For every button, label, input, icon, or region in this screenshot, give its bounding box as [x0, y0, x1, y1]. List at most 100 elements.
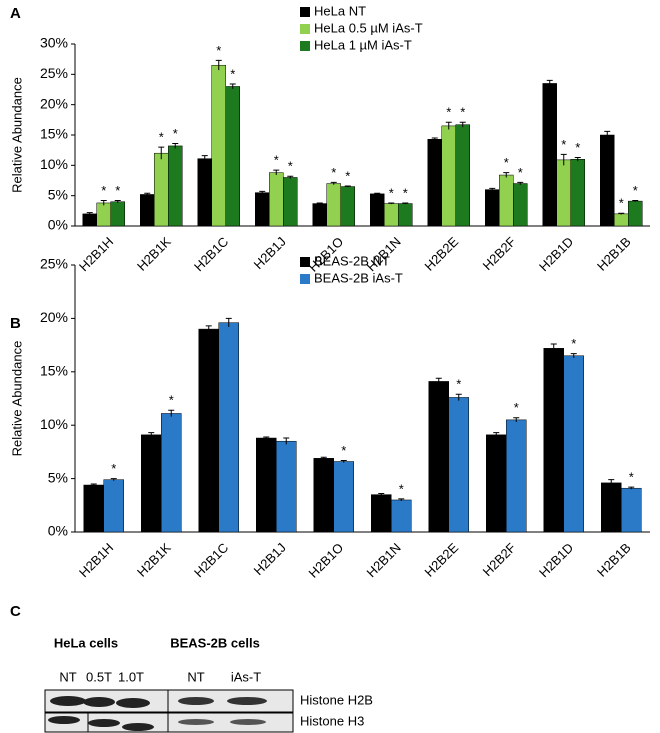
bar — [563, 355, 584, 533]
error-bar — [628, 486, 635, 490]
bar — [340, 186, 355, 227]
x-tick-label: H2B1C — [191, 234, 231, 274]
error-bar — [283, 437, 290, 445]
bar — [313, 458, 334, 533]
y-tick-label: 5% — [48, 469, 68, 485]
significance-mark: * — [399, 481, 404, 496]
band — [178, 719, 214, 725]
error-bar — [201, 155, 208, 162]
significance-mark: * — [619, 196, 624, 211]
blot-row-label: Histone H2B — [300, 692, 373, 707]
bar — [486, 434, 507, 533]
bar — [211, 64, 226, 227]
error-bar — [608, 479, 615, 487]
band — [116, 698, 150, 708]
y-tick-label: 25% — [40, 256, 68, 272]
significance-mark: * — [169, 393, 174, 408]
bar — [428, 381, 449, 533]
bar — [255, 192, 270, 227]
x-tick-label: H2B1B — [594, 234, 634, 274]
error-bar — [215, 59, 222, 71]
x-tick-label: H2B2E — [422, 234, 462, 274]
panel-label: C — [10, 603, 21, 620]
error-bar — [344, 185, 351, 188]
bar — [384, 203, 399, 227]
panel-label: B — [10, 315, 21, 332]
y-tick-label: 10% — [40, 416, 68, 432]
error-bar — [378, 493, 385, 496]
bar — [140, 194, 155, 227]
bar — [614, 213, 629, 227]
x-tick-label: H2B1D — [536, 540, 576, 580]
bar — [154, 152, 169, 227]
significance-mark: * — [561, 137, 566, 152]
band — [227, 697, 267, 705]
bar — [391, 499, 412, 533]
error-bar — [374, 192, 381, 195]
blot-group: HeLa cells — [54, 635, 118, 650]
error-bar — [445, 121, 452, 130]
bar — [485, 189, 500, 227]
significance-mark: * — [571, 336, 576, 351]
bar — [225, 86, 240, 227]
y-axis-title: Relative Abundance — [9, 341, 24, 457]
bar — [427, 138, 442, 227]
bar — [110, 201, 125, 227]
error-bar — [172, 142, 179, 149]
legend-swatch — [300, 24, 310, 34]
error-bar — [618, 212, 625, 215]
significance-mark: * — [518, 165, 523, 180]
bar — [141, 434, 162, 533]
error-bar — [388, 202, 395, 205]
x-tick-label: H2B1J — [251, 234, 289, 272]
bar — [601, 482, 622, 533]
significance-mark: * — [216, 43, 221, 58]
panel-label: A — [10, 5, 21, 22]
error-bar — [144, 192, 151, 196]
bar — [455, 124, 470, 227]
error-bar — [604, 130, 611, 139]
y-tick-label: 5% — [48, 186, 68, 202]
blot-box — [44, 712, 294, 733]
bar — [283, 177, 298, 227]
bar — [441, 125, 456, 227]
lane-label: iAs-T — [231, 669, 261, 684]
significance-mark: * — [331, 165, 336, 180]
bar — [326, 183, 341, 227]
bar — [556, 159, 571, 227]
bar — [312, 203, 327, 227]
legend-swatch — [300, 257, 310, 267]
x-tick-label: H2B2F — [480, 234, 519, 273]
significance-mark: * — [633, 183, 638, 198]
error-bar — [259, 190, 266, 194]
bar — [82, 213, 97, 227]
band — [122, 723, 154, 731]
band — [50, 696, 86, 706]
y-tick-label: 20% — [40, 309, 68, 325]
significance-mark: * — [111, 461, 116, 476]
legend-swatch — [300, 274, 310, 284]
band — [88, 719, 120, 727]
bar — [161, 413, 182, 533]
error-bar — [229, 83, 236, 89]
x-tick-label: H2B2E — [422, 540, 462, 580]
blot-image — [44, 689, 294, 733]
error-bar — [435, 377, 442, 385]
x-tick-label: H2B1N — [364, 540, 404, 580]
error-bar — [550, 343, 557, 353]
bar — [371, 494, 392, 533]
error-bar — [110, 478, 117, 481]
error-bar — [513, 417, 520, 422]
bar — [103, 479, 124, 533]
blot-box — [44, 689, 294, 713]
error-bar — [320, 456, 327, 460]
error-bar — [114, 200, 121, 203]
significance-mark: * — [159, 130, 164, 145]
x-tick-label: H2B1B — [594, 540, 634, 580]
band — [83, 697, 115, 707]
error-bar — [100, 200, 107, 206]
bar — [218, 322, 239, 533]
bar — [398, 203, 413, 227]
